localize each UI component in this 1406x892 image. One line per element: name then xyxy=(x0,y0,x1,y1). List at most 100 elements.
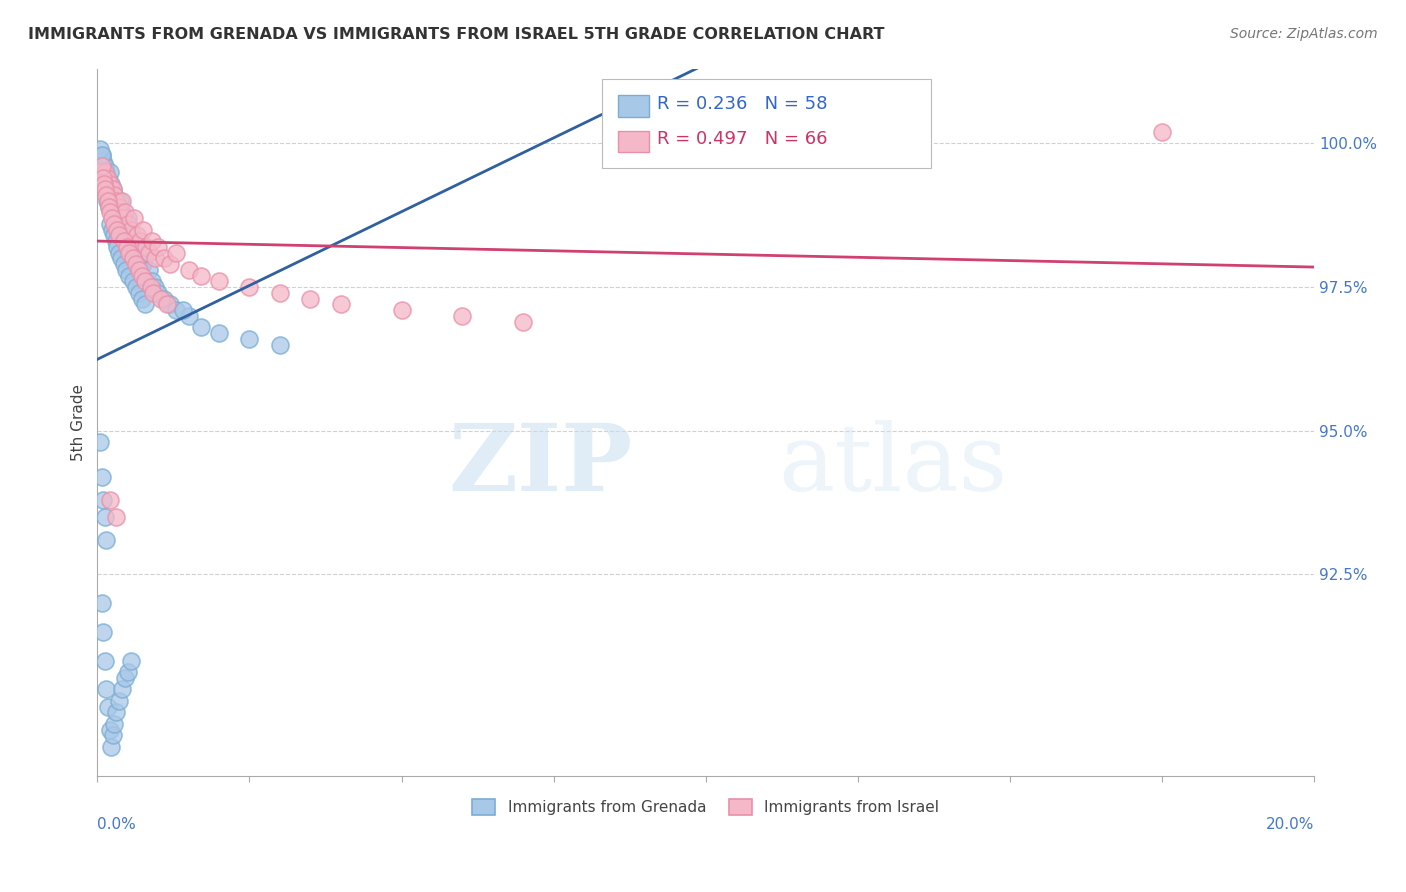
Text: atlas: atlas xyxy=(779,419,1008,509)
Point xyxy=(94,177,117,191)
Point xyxy=(159,257,181,271)
Point xyxy=(100,177,122,191)
Point xyxy=(138,262,160,277)
Point xyxy=(91,596,114,610)
Point xyxy=(391,303,413,318)
Text: ZIP: ZIP xyxy=(449,419,633,509)
Point xyxy=(111,211,134,225)
Point xyxy=(128,262,150,277)
Point xyxy=(96,188,118,202)
Point xyxy=(150,292,173,306)
Point xyxy=(128,285,150,300)
Point xyxy=(103,188,125,202)
Point xyxy=(115,222,138,236)
Bar xyxy=(619,131,648,152)
Point xyxy=(101,182,124,196)
Point xyxy=(107,240,129,254)
Point xyxy=(108,245,131,260)
FancyBboxPatch shape xyxy=(602,79,931,168)
Point xyxy=(124,257,146,271)
Point xyxy=(96,194,118,208)
Point xyxy=(93,492,115,507)
Point xyxy=(148,285,170,300)
Point xyxy=(104,510,127,524)
Text: Source: ZipAtlas.com: Source: ZipAtlas.com xyxy=(1230,27,1378,41)
Point xyxy=(101,182,124,196)
Point xyxy=(110,194,132,208)
Bar xyxy=(619,95,648,117)
Point xyxy=(114,205,136,219)
Y-axis label: 5th Grade: 5th Grade xyxy=(72,384,86,460)
Point xyxy=(93,177,115,191)
Point xyxy=(124,280,146,294)
Point xyxy=(98,723,121,737)
Point xyxy=(97,200,120,214)
Point xyxy=(114,217,136,231)
Point xyxy=(97,194,120,208)
Point xyxy=(111,211,134,225)
Point xyxy=(110,252,132,266)
Point xyxy=(135,240,157,254)
Point xyxy=(190,268,212,283)
Point xyxy=(96,165,118,179)
Point xyxy=(98,205,121,219)
Point xyxy=(143,280,166,294)
Point xyxy=(121,252,143,266)
Point xyxy=(90,148,112,162)
Point xyxy=(156,297,179,311)
Text: 20.0%: 20.0% xyxy=(1265,817,1315,832)
Point xyxy=(93,153,115,168)
Point xyxy=(98,492,121,507)
Point xyxy=(177,262,200,277)
Point xyxy=(143,252,166,266)
Point xyxy=(138,245,160,260)
Point xyxy=(111,682,134,697)
Point xyxy=(299,292,322,306)
Point xyxy=(117,217,139,231)
Point xyxy=(1150,125,1173,139)
Point xyxy=(101,222,124,236)
Point xyxy=(142,285,165,300)
Point xyxy=(103,717,125,731)
Point xyxy=(103,217,125,231)
Point xyxy=(96,533,118,547)
Text: 0.0%: 0.0% xyxy=(97,817,136,832)
Point xyxy=(120,222,142,236)
Point xyxy=(112,234,135,248)
Point xyxy=(93,165,115,179)
Point xyxy=(105,194,128,208)
Point xyxy=(129,234,152,248)
Point xyxy=(115,262,138,277)
Point xyxy=(159,297,181,311)
Point xyxy=(91,148,114,162)
Point xyxy=(122,240,145,254)
Legend: Immigrants from Grenada, Immigrants from Israel: Immigrants from Grenada, Immigrants from… xyxy=(467,793,945,822)
Point xyxy=(91,165,114,179)
Point xyxy=(115,240,138,254)
Point xyxy=(101,729,124,743)
Point xyxy=(107,200,129,214)
Point xyxy=(238,332,260,346)
Point xyxy=(141,234,163,248)
Text: R = 0.236   N = 58: R = 0.236 N = 58 xyxy=(657,95,828,113)
Point xyxy=(97,699,120,714)
Point xyxy=(89,142,111,156)
Point xyxy=(101,211,124,225)
Point xyxy=(100,739,122,754)
Point xyxy=(108,228,131,243)
Point xyxy=(131,292,153,306)
Point xyxy=(134,274,156,288)
Point xyxy=(91,469,114,483)
Point xyxy=(165,245,187,260)
Point xyxy=(238,280,260,294)
Point xyxy=(129,252,152,266)
Point xyxy=(122,211,145,225)
Point xyxy=(329,297,352,311)
Point xyxy=(153,252,176,266)
Point xyxy=(89,165,111,179)
Point xyxy=(91,170,114,185)
Point xyxy=(98,217,121,231)
Point xyxy=(105,222,128,236)
Point xyxy=(141,274,163,288)
Point xyxy=(125,228,148,243)
